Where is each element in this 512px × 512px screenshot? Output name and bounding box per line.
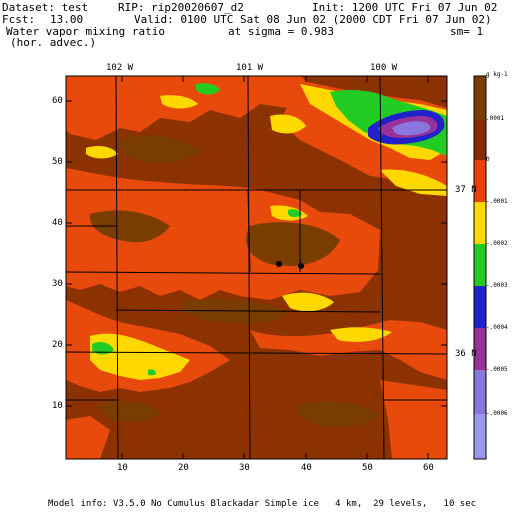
fcst-value: 13.00 — [50, 13, 84, 26]
colorbar-swatch-3 — [474, 160, 486, 202]
colorbar-label: -.0001 — [486, 198, 508, 205]
y-tick-label: 20 — [52, 340, 63, 350]
y-tick-label: 30 — [52, 279, 63, 289]
dataset-label: Dataset: test — [2, 1, 89, 14]
colorbar-swatch-4 — [474, 202, 486, 244]
colorbar-label: 0 — [486, 156, 490, 163]
lon-label-101w: 101 W — [236, 63, 264, 73]
x-tick-label: 50 — [362, 463, 373, 473]
lon-label-100w: 100 W — [370, 63, 398, 73]
init-label: Init: 1200 UTC Fri 07 Jun 02 — [312, 1, 498, 14]
colorbar-swatch-9 — [474, 414, 486, 459]
x-tick-label: 10 — [117, 463, 128, 473]
fcst-label: Fcst: — [2, 13, 36, 26]
x-tick-label: 40 — [301, 463, 312, 473]
colorbar-swatch-7 — [474, 328, 486, 370]
colorbar-label: -.0003 — [486, 282, 508, 289]
colorbar-label: -.0002 — [486, 240, 508, 247]
x-tick-label: 60 — [423, 463, 434, 473]
marker-station-1 — [276, 261, 282, 267]
colorbar-swatch-2 — [474, 120, 486, 160]
colorbar-label: -.0005 — [486, 366, 508, 373]
sigma-label: at sigma = 0.983 — [228, 25, 334, 38]
x-ticks — [121, 76, 429, 459]
colorbar — [473, 75, 487, 460]
colorbar-label: -.0004 — [486, 324, 508, 331]
sm-label: sm= 1 — [450, 25, 484, 38]
mixing-ratio-field — [66, 76, 447, 459]
colorbar-label: -.0006 — [486, 410, 508, 417]
negative-core-lavender — [392, 121, 431, 136]
model-info: Model info: V3.5.0 No Cumulus Blackadar … — [48, 499, 477, 509]
field-sub: (hor. advec.) — [10, 36, 97, 49]
field-name: Water vapor mixing ratio — [6, 25, 165, 38]
colorbar-label: .0001 — [486, 115, 505, 122]
lat-label-36n: 36 N — [455, 349, 477, 359]
x-tick-label: 20 — [178, 463, 189, 473]
colorbar-unit: g kg-1 — [486, 71, 508, 78]
lat-label-37n: 37 N — [455, 185, 477, 195]
y-ticks — [66, 100, 447, 407]
rip-label: RIP: rip20020607_d2 — [118, 1, 244, 14]
lon-label-102w: 102 W — [106, 63, 134, 73]
y-tick-label: 50 — [52, 157, 63, 167]
plot-frame — [65, 75, 448, 460]
marker-station-2 — [298, 263, 304, 269]
colorbar-swatch-8 — [474, 370, 486, 414]
colorbar-swatch-1 — [474, 76, 486, 120]
colorbar-swatch-6 — [474, 286, 486, 328]
x-tick-label: 30 — [239, 463, 250, 473]
colorbar-swatch-5 — [474, 244, 486, 286]
y-tick-label: 40 — [52, 218, 63, 228]
y-tick-label: 10 — [52, 401, 63, 411]
y-tick-label: 60 — [52, 96, 63, 106]
valid-label: Valid: 0100 UTC Sat 08 Jun 02 (2000 CDT … — [134, 13, 492, 26]
